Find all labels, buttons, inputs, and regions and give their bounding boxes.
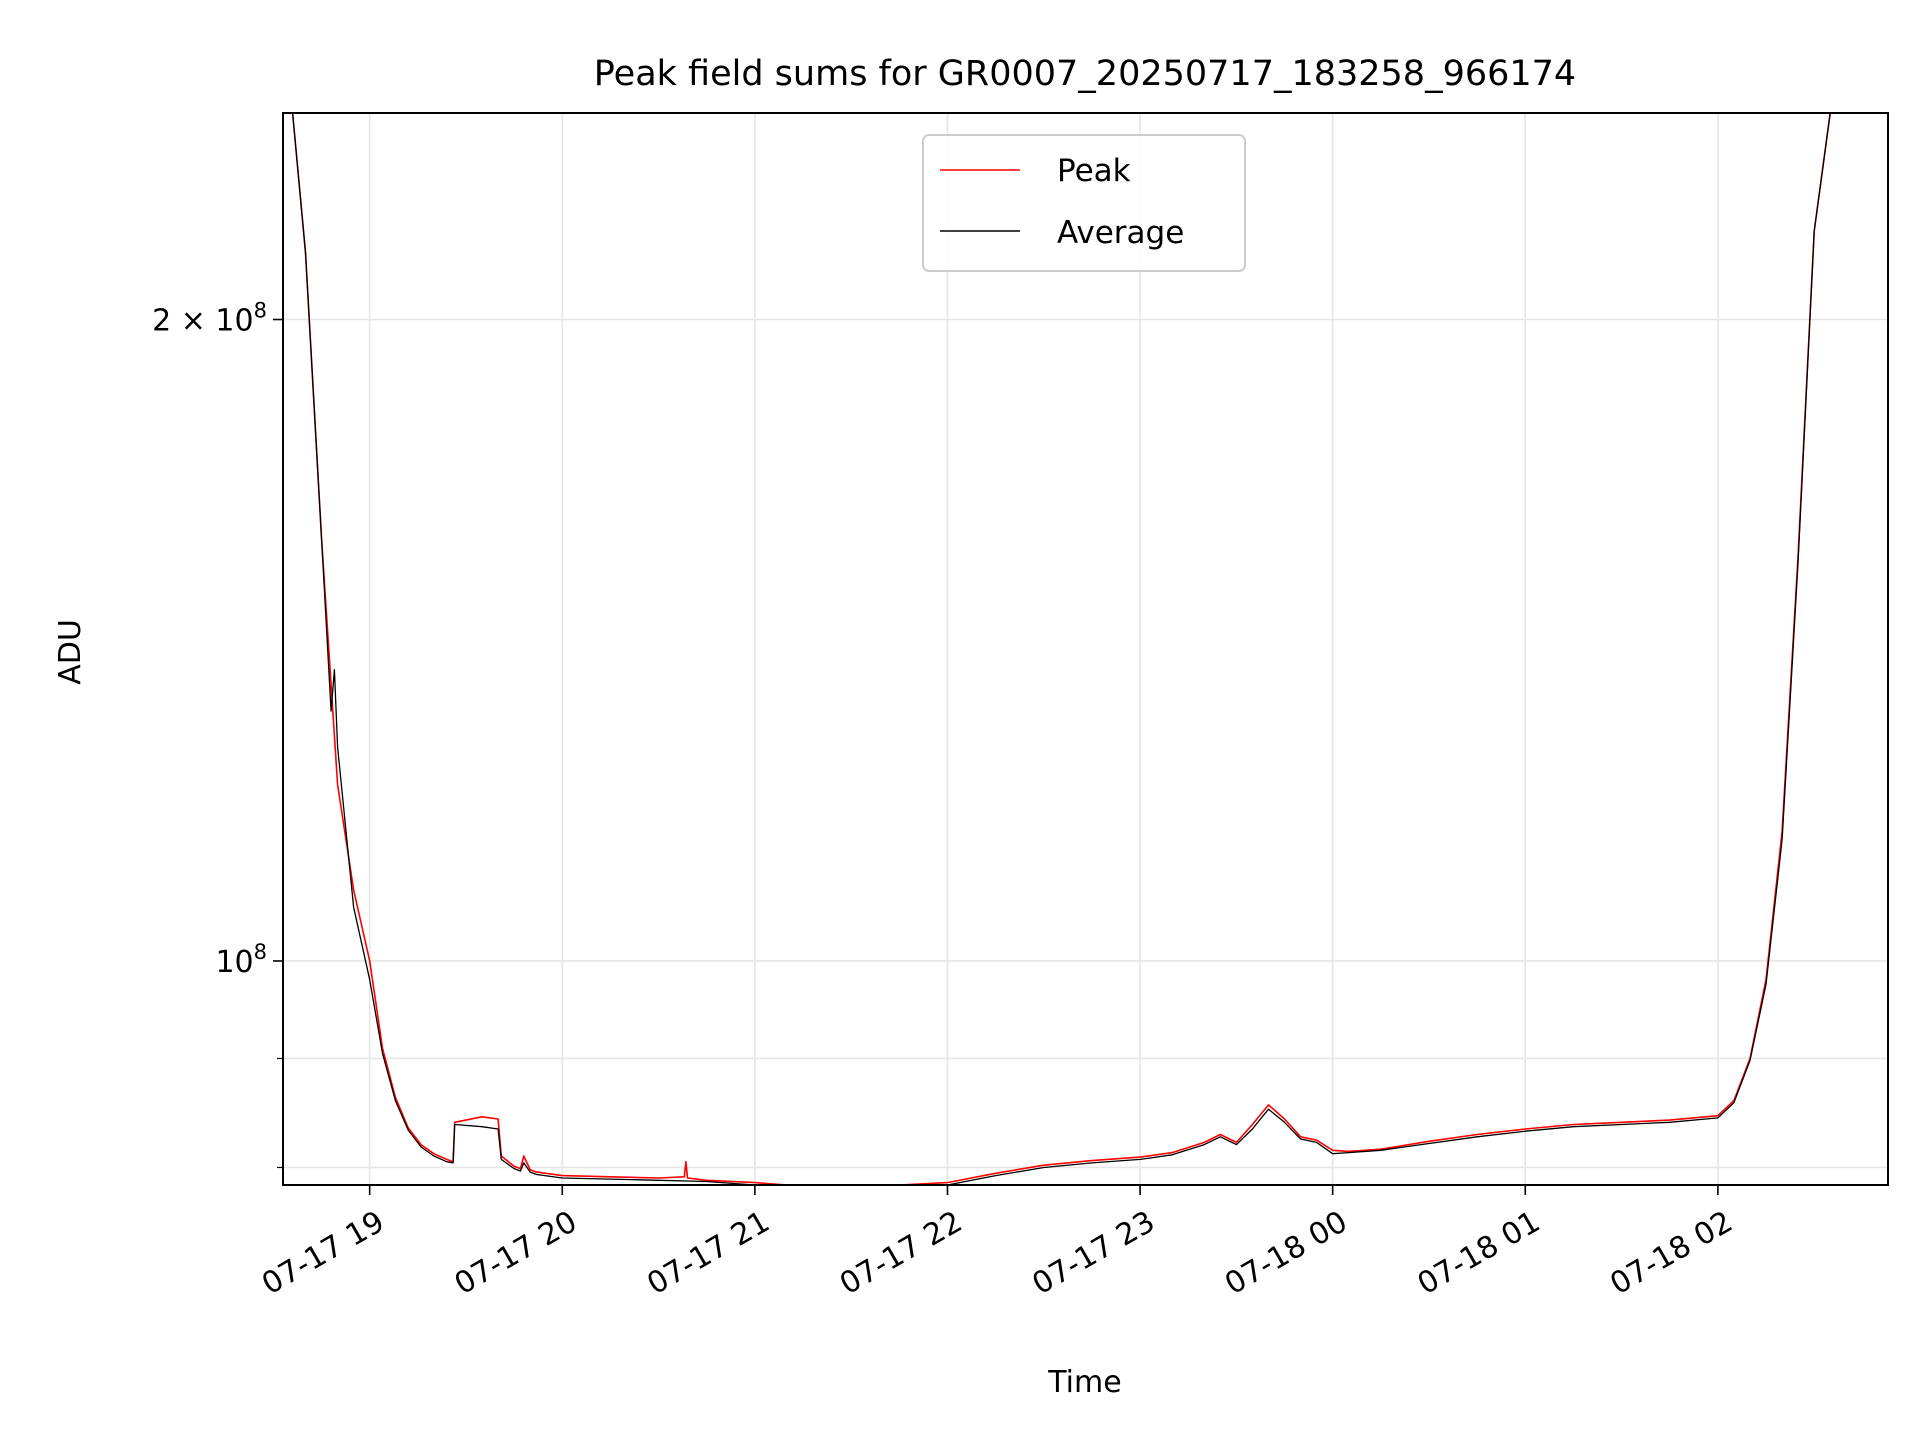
y-tick-label-base: 10: [215, 945, 253, 980]
y-tick-label-exponent: 8: [254, 299, 267, 323]
legend-label-peak: Peak: [1057, 153, 1131, 189]
plot-area: [291, 113, 1831, 1185]
x-axis-label: Time: [1047, 1365, 1121, 1400]
series-line-peak: [291, 113, 1831, 1185]
legend-label-average: Average: [1057, 215, 1184, 251]
y-axis-label: ADU: [53, 619, 88, 685]
axes-frame: [282, 112, 1889, 1186]
grid-lines: [283, 113, 1888, 1185]
y-tick-label-base: 2 × 10: [152, 304, 253, 339]
y-tick-label: 2 × 108: [152, 299, 267, 339]
series-line-average: [291, 113, 1831, 1185]
legend: Peak Average: [922, 134, 1246, 272]
legend-box: [922, 134, 1246, 272]
y-tick-label-exponent: 8: [254, 940, 267, 964]
y-tick-label: 108: [215, 940, 267, 980]
chart-title: Peak field sums for GR0007_20250717_1832…: [594, 54, 1576, 94]
